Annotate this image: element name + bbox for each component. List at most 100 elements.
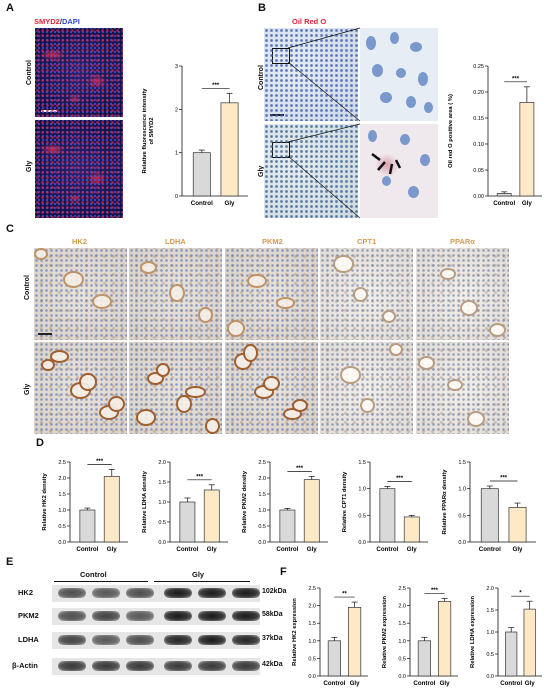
y-axis-label: Relative HK2 expression [292,598,298,666]
y-tick-label: 1.5 [258,492,266,498]
wb-band [126,661,154,671]
chart-f-ldha: 0.0 0.5 1.0 1.5 2.0 Relative LDHA expression C… [470,586,542,687]
x-tick-label: Control [276,546,298,553]
wb-band [92,635,120,645]
wb-size-label: 102kDa [262,588,287,595]
wb-size-label: 42kDa [262,661,283,668]
wb-band [198,661,226,671]
y-tick-label: 1.5 [458,460,466,466]
bar-gly [519,102,535,197]
panel-a-row-control: Control [26,60,33,85]
panel-label-b: B [258,2,266,14]
panel-label-a: A [6,2,14,14]
bar-gly [203,489,220,543]
ihc-label-cpt1: CPT1 [357,237,377,246]
y-tick-label: 0.20 [473,90,484,96]
significance-marker: * [519,591,522,597]
y-tick-label: 0 [175,194,178,200]
y-tick-label: 0.0 [358,540,366,546]
panel-b-control-zoom [360,28,438,121]
wb-size-label: 58kDa [262,611,283,618]
y-tick-label: 0.25 [473,64,484,70]
x-tick-label: Gly [350,680,361,687]
y-tick-label: 0.00 [473,194,484,200]
y-tick-label: 0.5 [486,652,494,658]
y-tick-label: 0.5 [458,513,466,519]
y-tick-label: 0.5 [258,524,266,530]
y-tick-label: 1.0 [308,639,316,645]
x-tick-label: Control [76,546,98,553]
y-tick-label: 3 [175,64,178,70]
wb-strip [52,608,260,625]
x-tick-label: Control [376,546,398,553]
significance-marker: *** [196,474,204,480]
x-tick-label: Gly [107,546,118,553]
y-tick-label: 0.05 [473,168,484,174]
wb-band [92,661,120,671]
y-axis-label: Relative HK2 density [42,473,48,531]
dapi-stain-label: DAPI [61,17,80,26]
bar-control [505,631,518,677]
ihc-ldha-gly-image [129,342,222,434]
ihc-ppara-control-image [416,248,509,340]
wb-band [58,588,86,598]
wb-band [232,588,260,598]
lipid-arrows [371,153,402,175]
y-tick-label: 1.5 [58,492,66,498]
x-tick-label: Gly [525,680,536,687]
x-tick-label: Control [500,680,522,687]
wb-gly-bracket [154,581,250,582]
wb-strip [52,632,260,649]
y-tick-label: 1.5 [158,480,166,486]
y-tick-label: 2.5 [398,586,406,592]
y-tick-label: 0.5 [158,520,166,526]
y-tick-label: 0.0 [398,674,406,680]
y-tick-label: 0.0 [158,540,166,546]
y-tick-label: 0.5 [398,656,406,662]
significance-marker: ** [342,592,347,598]
wb-band [198,588,226,598]
wb-band [126,611,154,621]
wb-band [232,661,260,671]
y-tick-label: 2.5 [58,460,66,466]
y-tick-label: 1.0 [58,508,66,514]
wb-band [164,661,192,671]
bar-gly [303,479,320,543]
panel-label-f: F [280,566,287,578]
ihc-label-ppara: PPARα [450,237,475,246]
wb-group-control: Control [80,570,107,579]
panel-label-d: D [36,437,44,449]
panel-c-row-gly: Gly [24,383,31,395]
bar-gly [347,607,362,677]
ihc-hk2-gly-image [34,342,127,434]
x-tick-label: Control [413,680,435,687]
wb-strip [52,658,260,675]
wb-band [58,661,86,671]
significance-marker: *** [212,83,220,89]
x-tick-label: Gly [207,546,218,553]
x-tick-label: Gly [522,200,533,207]
wb-band [164,635,192,645]
panel-a-stain-title: SMYD2/DAPI [34,17,80,26]
wb-size-label: 37kDa [262,635,283,642]
y-tick-label: 2.5 [308,586,316,592]
y-tick-label: 1.0 [358,487,366,493]
panel-b-stain-title: Oil Red O [292,17,327,26]
ihc-ppara-gly-image [416,342,509,434]
x-tick-label: Control [176,546,198,553]
y-tick-label: 2.0 [158,460,166,466]
y-tick-label: 2 [175,107,178,113]
wb-protein-label: β-Actin [12,661,38,670]
y-axis-label: Relative PKM2 expression [382,595,388,668]
bar-gly [437,601,452,677]
significance-marker: *** [431,588,439,594]
ihc-label-pkm2: PKM2 [262,237,283,246]
ihc-pkm2-control-image [225,248,318,340]
y-tick-label: 0.10 [473,142,484,148]
wb-group-gly: Gly [192,570,205,579]
ihc-label-ldha: LDHA [165,237,186,246]
significance-marker: *** [96,459,104,465]
x-tick-label: Gly [440,680,451,687]
y-tick-label: 1.5 [308,621,316,627]
ihc-label-hk2: HK2 [72,237,88,246]
